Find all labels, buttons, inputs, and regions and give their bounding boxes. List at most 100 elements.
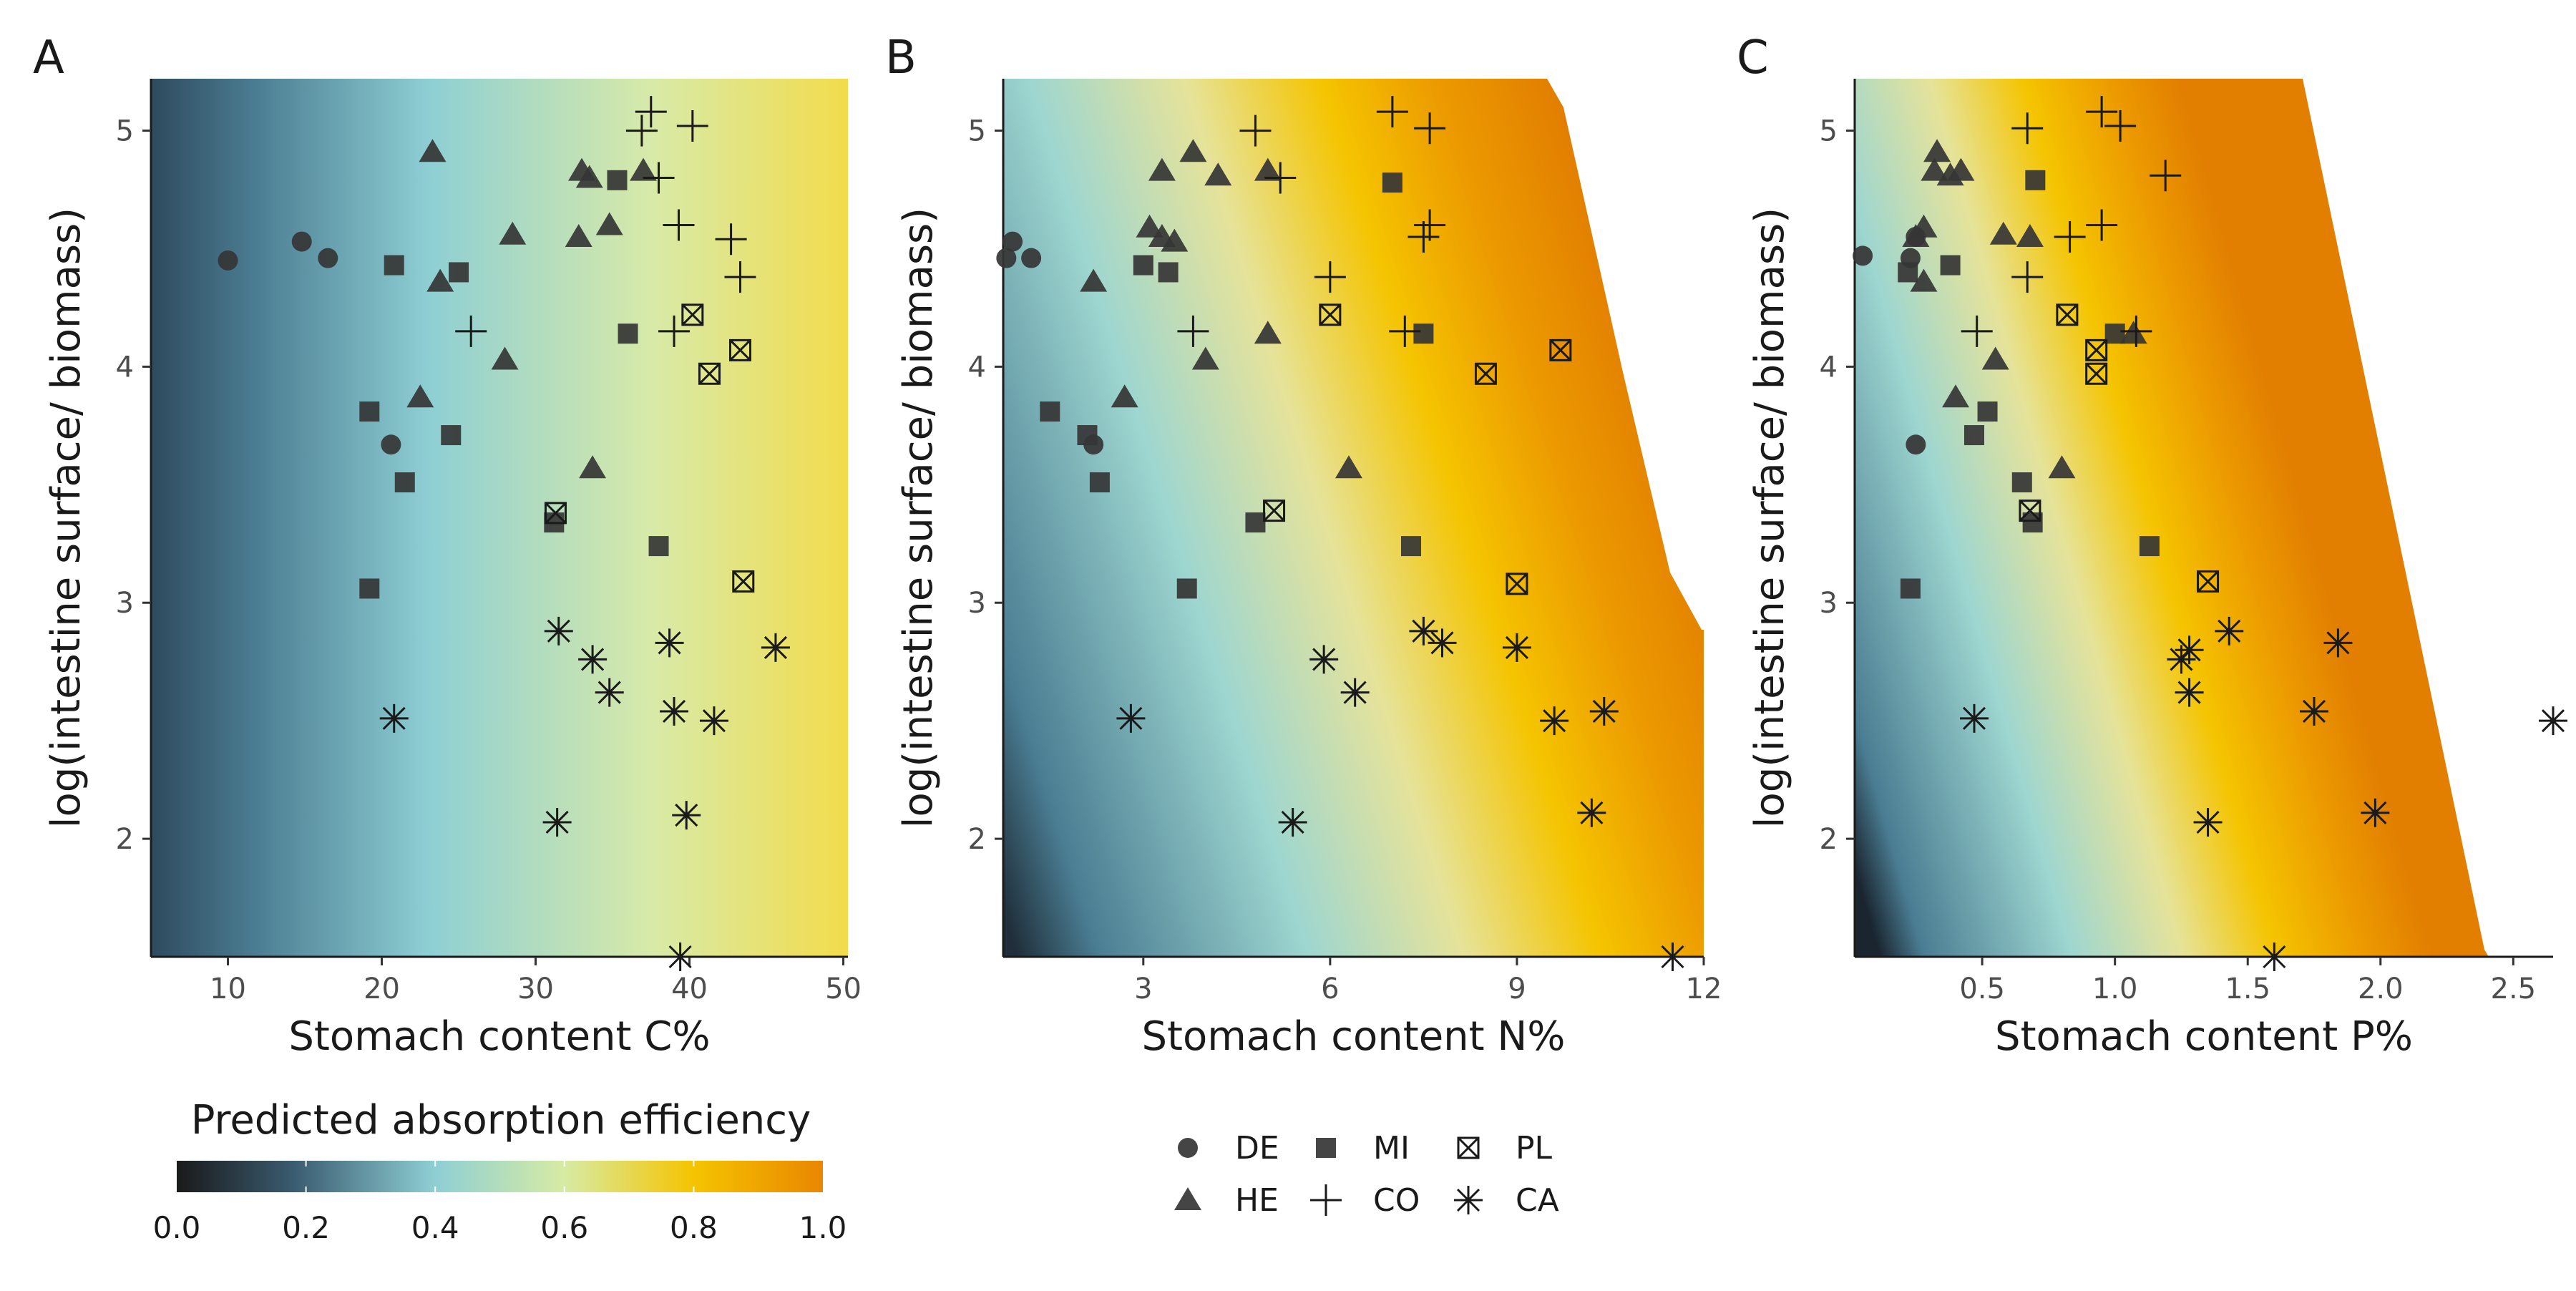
prediction-surface [1003, 79, 1704, 957]
point-MI [1977, 401, 1998, 422]
point-PL [2056, 303, 2079, 326]
point-DE [1906, 434, 1926, 455]
point-MI [2139, 536, 2160, 557]
point-CA [2193, 807, 2223, 837]
point-MI [359, 401, 380, 422]
point-PL [1549, 338, 1572, 361]
legend-label: MI [1373, 1130, 1410, 1166]
point-MI [449, 262, 469, 283]
point-MI [607, 170, 628, 190]
point-MI [2025, 170, 2046, 190]
point-HE [1923, 139, 1951, 162]
point-CO [625, 115, 658, 147]
point-CA [1502, 633, 1531, 662]
point-MI [1940, 255, 1961, 276]
colorbar-tick-label: 0.8 [670, 1210, 718, 1245]
point-HE [630, 157, 658, 181]
point-MI [2104, 323, 2125, 344]
point-CA [544, 616, 573, 646]
point-MI [2011, 472, 2032, 493]
legend-item-HE: HE [1174, 1182, 1279, 1219]
colorbar-tick-label: 0.2 [282, 1210, 330, 1245]
x-tick-label: 1.5 [2225, 973, 2270, 1005]
point-HE [1981, 346, 2009, 370]
shape-legend: DE MI PL HE CO CA [1174, 1130, 1559, 1219]
colorbar-tick-label: 0.6 [540, 1210, 588, 1245]
point-CA [1309, 645, 1339, 674]
point-HE [579, 455, 607, 479]
panel-label: B [885, 31, 917, 84]
x-tick-label: 50 [825, 973, 862, 1005]
point-CO [2120, 315, 2152, 347]
x-tick-label: 2.5 [2491, 973, 2537, 1005]
y-tick-label: 2 [968, 823, 986, 856]
point-CA [578, 645, 608, 674]
x-tick-label: 6 [1321, 973, 1339, 1005]
y-tick-label: 2 [1820, 823, 1838, 856]
point-CO [2054, 220, 2086, 253]
colorbar-tick-label: 0.0 [153, 1210, 201, 1245]
point-CO [1414, 112, 1446, 145]
point-CA [655, 628, 684, 658]
point-CO [676, 109, 708, 142]
point-CA [2215, 616, 2244, 646]
point-PL [2085, 362, 2108, 385]
point-CA [1589, 696, 1619, 726]
point-CO [1376, 96, 1408, 128]
point-PL [544, 502, 567, 525]
y-tick-label: 4 [968, 351, 986, 384]
point-HE [1910, 268, 1938, 292]
point-HE [419, 139, 447, 162]
point-PL [1506, 573, 1528, 595]
x-tick-label: 30 [517, 973, 554, 1005]
point-MI [1413, 323, 1434, 344]
y-tick-label: 3 [116, 587, 134, 620]
point-CA [672, 801, 701, 830]
point-CA [660, 696, 689, 726]
point-HE [1148, 157, 1176, 181]
point-CO [1414, 209, 1446, 241]
y-tick-label: 4 [116, 351, 134, 384]
point-HE [1080, 268, 1108, 292]
point-DE [318, 248, 338, 268]
point-CA [1540, 706, 1569, 736]
legend-label: HE [1235, 1182, 1279, 1219]
point-CA [665, 942, 695, 971]
panel-A: 10 20 30 40 50 2 3 4 5 Stomach content C% log(inte… [33, 31, 862, 1060]
prediction-surface [1855, 79, 2489, 957]
point-CO [2011, 261, 2044, 293]
point-HE [595, 212, 623, 235]
point-CA [2539, 706, 2567, 736]
point-CO [663, 209, 695, 241]
legend-item-PL: PL [1457, 1130, 1553, 1166]
x-tick-label: 12 [1686, 973, 1722, 1005]
legend-key-HE [1174, 1187, 1201, 1210]
point-PL [1263, 500, 1286, 522]
point-CO [1239, 115, 1272, 147]
x-axis-label: Stomach content C% [288, 1013, 710, 1060]
point-HE [499, 221, 527, 245]
point-DE [218, 250, 238, 271]
prediction-surface [151, 79, 848, 957]
y-tick-label: 4 [1820, 351, 1838, 384]
point-CO [635, 96, 667, 128]
point-MI [359, 578, 380, 599]
point-CA [595, 678, 624, 707]
point-HE [1942, 384, 1970, 408]
point-CA [542, 807, 572, 837]
x-tick-label: 1.0 [2092, 973, 2138, 1005]
legend-label: DE [1235, 1130, 1279, 1166]
legend-item-CO: CO [1310, 1182, 1420, 1219]
point-CO [1314, 261, 1346, 293]
legend-label: CO [1373, 1182, 1420, 1219]
point-HE [575, 165, 603, 188]
point-HE [1936, 162, 1964, 186]
point-CA [2361, 798, 2390, 827]
point-MI [384, 255, 404, 276]
point-DE [381, 434, 401, 455]
point-CO [1264, 162, 1297, 194]
point-HE [1204, 162, 1232, 186]
point-MI [1077, 425, 1098, 446]
x-tick-label: 20 [364, 973, 400, 1005]
